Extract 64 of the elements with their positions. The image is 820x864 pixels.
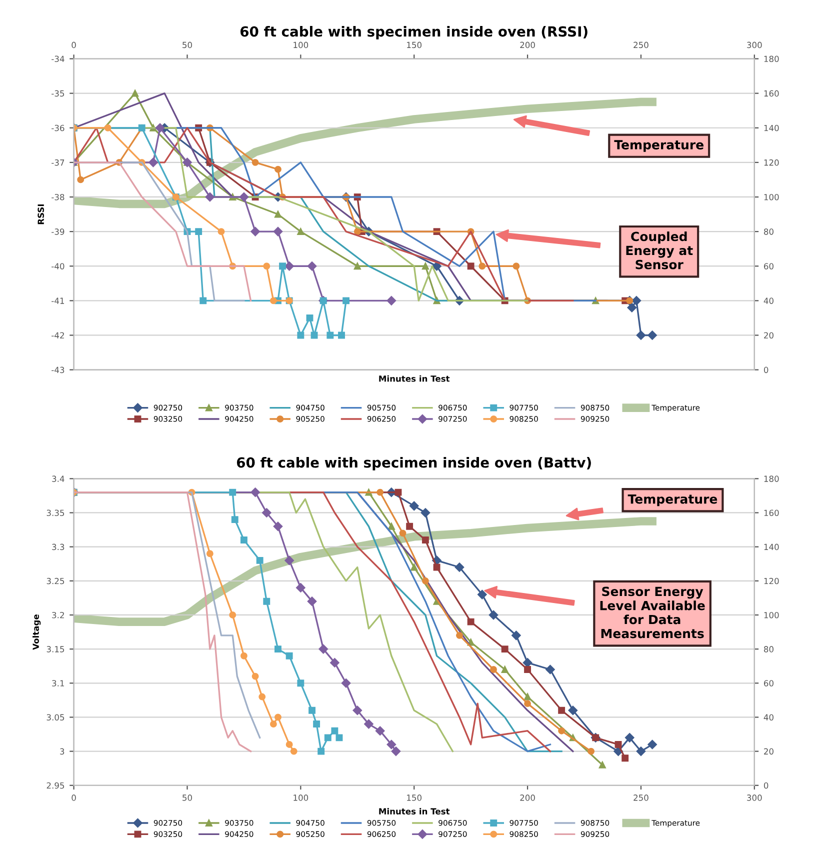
x-tick-label: 200 bbox=[520, 42, 535, 48]
annotation: Temperature bbox=[628, 494, 718, 506]
y-tick-label: 3.2 bbox=[52, 612, 64, 618]
y-tick-label: 3 bbox=[60, 748, 64, 755]
x-axis-title: Minutes in Test bbox=[379, 808, 450, 814]
x-tick-label: 300 bbox=[747, 42, 762, 48]
y2-tick-label: 180 bbox=[764, 56, 779, 62]
annotation: Coupled Energy at Sensor bbox=[626, 232, 693, 270]
y-tick-label: 2.95 bbox=[46, 782, 64, 789]
y2-tick-label: 40 bbox=[764, 714, 774, 720]
chart-title: 60 ft cable with specimen inside oven (Battv) bbox=[236, 456, 591, 470]
y2-tick-label: 160 bbox=[764, 510, 779, 516]
y2-tick-label: 160 bbox=[764, 90, 779, 97]
y2-tick-label: 100 bbox=[764, 194, 779, 200]
annotation: Temperature bbox=[614, 140, 704, 152]
x-tick-label: 0 bbox=[72, 42, 76, 48]
x-tick-label: 200 bbox=[520, 794, 535, 801]
y-tick-label: -34 bbox=[52, 56, 64, 62]
y-axis-title: RSSI bbox=[38, 204, 44, 224]
x-tick-label: 250 bbox=[634, 794, 648, 801]
y-tick-label: 3.05 bbox=[46, 714, 64, 720]
annotation: Sensor Energy Level Available for Data Measurements bbox=[600, 586, 705, 638]
y-tick-label: -38 bbox=[52, 194, 64, 200]
x-tick-label: 100 bbox=[294, 42, 308, 48]
y-tick-label: 3.25 bbox=[46, 578, 64, 584]
y2-tick-label: 0 bbox=[764, 366, 768, 374]
y-tick-label: 3.3 bbox=[52, 544, 64, 550]
y2-tick-label: 120 bbox=[764, 578, 779, 584]
y2-tick-label: 140 bbox=[764, 124, 779, 132]
y-tick-label: -43 bbox=[52, 366, 64, 374]
y-tick-label: -36 bbox=[52, 124, 64, 132]
y2-tick-label: 80 bbox=[764, 228, 774, 235]
y-tick-label: 3.15 bbox=[46, 646, 64, 652]
y-tick-label: -37 bbox=[52, 159, 64, 166]
y2-tick-label: 100 bbox=[764, 612, 779, 618]
y2-tick-label: 80 bbox=[764, 646, 774, 652]
y-tick-label: 3.35 bbox=[46, 510, 64, 516]
x-tick-label: 150 bbox=[407, 42, 422, 48]
x-axis-title: Minutes in Test bbox=[379, 375, 450, 382]
x-tick-label: 0 bbox=[72, 794, 76, 801]
y-tick-label: -39 bbox=[52, 228, 64, 235]
y-axis-title: Voltage bbox=[32, 614, 41, 650]
y2-tick-label: 20 bbox=[764, 748, 774, 755]
x-tick-label: 50 bbox=[182, 794, 192, 801]
y-tick-label: -35 bbox=[52, 90, 64, 97]
y2-tick-label: 180 bbox=[764, 476, 779, 482]
x-tick-label: 150 bbox=[407, 794, 422, 801]
y2-tick-label: 140 bbox=[764, 544, 779, 550]
y-tick-label: -42 bbox=[52, 332, 64, 338]
y2-tick-label: 0 bbox=[764, 782, 768, 789]
y2-tick-label: 40 bbox=[764, 298, 774, 304]
chart-title: 60 ft cable with specimen inside oven (RSSI) bbox=[240, 26, 588, 40]
y2-tick-label: 60 bbox=[764, 680, 774, 686]
y-tick-label: 3.1 bbox=[52, 680, 64, 686]
x-tick-label: 250 bbox=[634, 42, 648, 48]
y-tick-label: -40 bbox=[52, 263, 64, 270]
y-tick-label: -41 bbox=[52, 298, 64, 304]
y2-tick-label: 20 bbox=[764, 332, 774, 339]
y-tick-label: 3.4 bbox=[52, 476, 64, 482]
y2-tick-label: 60 bbox=[764, 263, 774, 270]
x-tick-label: 100 bbox=[294, 794, 308, 801]
x-tick-label: 300 bbox=[747, 794, 762, 801]
y2-tick-label: 120 bbox=[764, 159, 779, 166]
x-tick-label: 50 bbox=[182, 42, 192, 48]
